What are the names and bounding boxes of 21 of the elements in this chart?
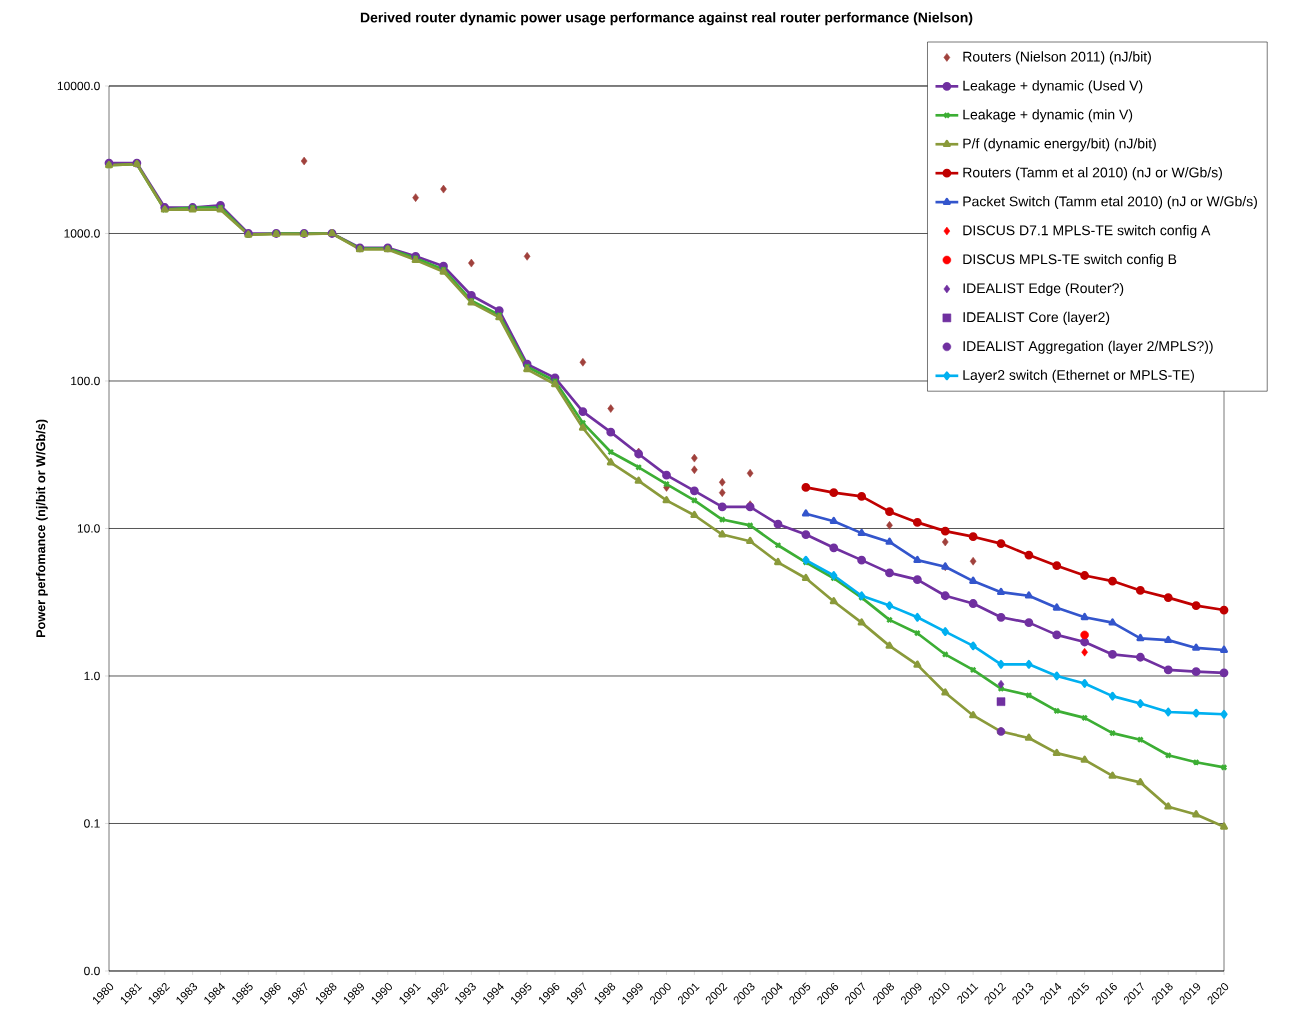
y-axis-title: Power perfomance (nj/bit or W/Gb/s) (35, 419, 48, 638)
legend-label: P/f (dynamic energy/bit) (nJ/bit) (963, 138, 1156, 152)
legend-label: Leakage + dynamic (Used V) (963, 80, 1143, 94)
legend-label: Layer2 switch (Ethernet or MPLS-TE) (963, 369, 1194, 383)
y-tick-label: 0.0 (84, 966, 100, 976)
legend-label: DISCUS D7.1 MPLS-TE switch config A (963, 225, 1211, 239)
y-tick-label: 1.0 (84, 671, 100, 681)
legend-label: Packet Switch (Tamm etal 2010) (nJ or W/Gb/s) (963, 196, 1257, 210)
legend-label: DISCUS MPLS-TE switch config B (963, 253, 1177, 267)
y-tick-label: 0.1 (84, 819, 100, 828)
y-tick-label: 1000.0 (64, 229, 100, 238)
legend-label: IDEALIST Edge (Router?) (963, 282, 1124, 296)
legend-label: Leakage + dynamic (min V) (963, 109, 1133, 123)
chart-title: Derived router dynamic power usage performance against real router performance (Nielson) (360, 12, 973, 26)
y-tick-label: 10000.0 (57, 81, 100, 91)
y-tick-label: 10.0 (77, 524, 100, 533)
legend-label: Routers (Nielson 2011) (nJ/bit) (963, 51, 1151, 65)
legend-label: IDEALIST Aggregation (layer 2/MPLS?)) (963, 340, 1213, 354)
y-tick-label: 100.0 (71, 376, 100, 386)
legend-label: Routers (Tamm et al 2010) (nJ or W/Gb/s) (963, 167, 1222, 181)
legend-label: IDEALIST Core (layer2) (963, 311, 1110, 325)
